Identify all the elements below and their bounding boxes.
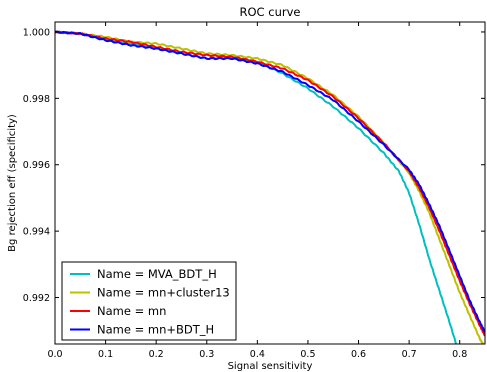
series-line-0: [55, 30, 458, 344]
legend-label-3: Name = mn+BDT_H: [97, 323, 214, 337]
x-tick-label: 0.7: [402, 349, 417, 360]
legend-label-2: Name = mn: [97, 304, 166, 318]
series-line-2: [55, 30, 485, 337]
x-tick-label: 0.0: [47, 349, 62, 360]
x-tick-label: 0.5: [300, 349, 315, 360]
x-tick-label: 0.8: [452, 349, 467, 360]
x-axis-label: Signal sensitivity: [228, 361, 313, 372]
y-tick-label: 0.996: [23, 160, 50, 171]
x-tick-label: 0.6: [351, 349, 366, 360]
y-axis-label: Bg rejection eff (specificity): [7, 114, 18, 252]
series-line-3: [55, 30, 485, 333]
legend-label-1: Name = mn+cluster13: [97, 286, 230, 300]
y-tick-label: 1.000: [23, 27, 50, 38]
legend: Name = MVA_BDT_H Name = mn+cluster13 Name …: [61, 261, 237, 341]
y-tick-label: 0.994: [23, 227, 50, 238]
legend-label-0: Name = MVA_BDT_H: [97, 267, 217, 281]
x-tick-label: 0.3: [199, 349, 214, 360]
legend-box: [61, 261, 237, 341]
y-tick-label: 0.992: [23, 293, 50, 304]
x-tick-label: 0.2: [149, 349, 164, 360]
x-tick-label: 0.1: [98, 349, 113, 360]
series-layer: [55, 30, 485, 344]
y-tick-label: 0.998: [23, 94, 50, 105]
x-tick-label: 0.4: [250, 349, 265, 360]
series-line-1: [55, 30, 485, 344]
chart-title: ROC curve: [240, 5, 301, 19]
x-axis-ticks: 0.0 0.1 0.2 0.3 0.4 0.5 0.6 0.7 0.8: [47, 22, 467, 360]
y-axis-ticks: 0.992 0.994 0.996 0.998 1.000: [23, 27, 485, 304]
plot-area-frame: [54, 21, 486, 345]
